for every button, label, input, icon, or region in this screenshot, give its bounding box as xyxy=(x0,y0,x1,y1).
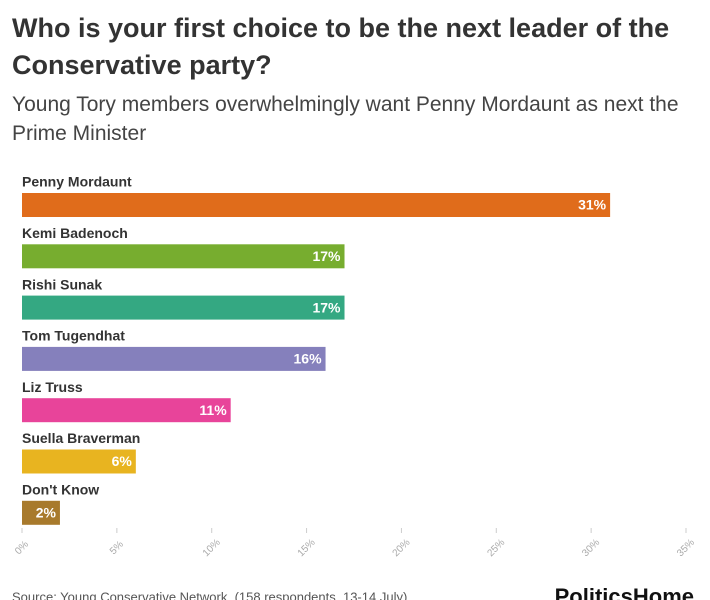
bar xyxy=(22,295,345,320)
value-label: 17% xyxy=(312,299,341,315)
x-tick-label: 25% xyxy=(485,537,507,559)
x-tick-label: 5% xyxy=(108,539,126,557)
x-tick-label: 15% xyxy=(296,537,318,559)
value-label: 2% xyxy=(36,505,57,521)
x-tick-label: 35% xyxy=(675,537,697,559)
category-label: Penny Mordaunt xyxy=(22,174,132,190)
value-label: 11% xyxy=(199,402,227,418)
bar xyxy=(22,500,60,525)
bar xyxy=(22,193,611,217)
value-label: 31% xyxy=(578,197,607,213)
category-label: Liz Truss xyxy=(22,379,83,395)
category-label: Suella Braverman xyxy=(22,430,140,446)
x-tick-label: 30% xyxy=(580,537,602,559)
category-label: Rishi Sunak xyxy=(22,276,102,292)
bar xyxy=(22,398,231,423)
brand-logo: PoliticsHome xyxy=(555,584,694,600)
x-tick-label: 10% xyxy=(201,537,223,559)
value-label: 6% xyxy=(112,453,133,469)
bar xyxy=(22,449,136,474)
category-label: Tom Tugendhat xyxy=(22,328,125,344)
category-label: Kemi Badenoch xyxy=(22,225,128,241)
x-tick-label: 20% xyxy=(391,537,413,559)
value-label: 16% xyxy=(294,351,323,367)
chart-title: Who is your first choice to be the next … xyxy=(12,13,670,80)
category-label: Don't Know xyxy=(22,482,99,498)
bar xyxy=(22,244,345,269)
x-tick-label: 0% xyxy=(13,539,31,557)
chart-subtitle: Young Tory members overwhelmingly want P… xyxy=(12,93,679,145)
value-label: 17% xyxy=(312,248,341,264)
bar xyxy=(22,346,326,371)
source: Source: Young Conservative Network, (158… xyxy=(12,589,407,600)
